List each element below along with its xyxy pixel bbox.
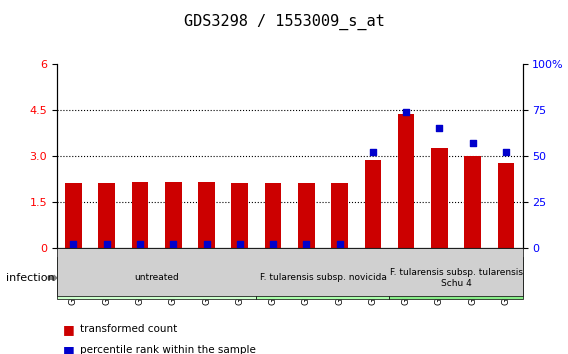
Bar <box>231 183 248 248</box>
Text: GDS3298 / 1553009_s_at: GDS3298 / 1553009_s_at <box>183 14 385 30</box>
Text: untreated: untreated <box>134 273 179 282</box>
Point <box>102 241 111 247</box>
Text: infection: infection <box>6 273 55 283</box>
Point <box>402 109 411 114</box>
Bar <box>464 156 481 248</box>
Text: F. tularensis subsp. tularensis
Schu 4: F. tularensis subsp. tularensis Schu 4 <box>390 268 523 287</box>
Bar <box>165 182 182 248</box>
Point <box>302 241 311 247</box>
Point <box>335 241 344 247</box>
Point <box>368 149 377 155</box>
Bar <box>498 164 514 248</box>
Bar <box>132 182 148 248</box>
Bar <box>365 160 381 248</box>
Text: ■: ■ <box>62 323 74 336</box>
Text: ■: ■ <box>62 344 74 354</box>
Point <box>435 125 444 131</box>
Bar <box>331 183 348 248</box>
Point <box>468 140 477 146</box>
Bar <box>398 114 415 248</box>
Bar <box>431 148 448 248</box>
Point <box>169 241 178 247</box>
Bar <box>198 182 215 248</box>
Text: transformed count: transformed count <box>80 324 177 334</box>
Point <box>269 241 278 247</box>
Text: percentile rank within the sample: percentile rank within the sample <box>80 346 256 354</box>
Text: F. tularensis subsp. novicida: F. tularensis subsp. novicida <box>260 273 386 282</box>
Bar <box>265 183 281 248</box>
Bar <box>98 183 115 248</box>
Point <box>135 241 144 247</box>
Point <box>202 241 211 247</box>
Bar <box>298 183 315 248</box>
Point <box>502 149 511 155</box>
Point <box>235 241 244 247</box>
Bar <box>65 183 82 248</box>
Point <box>69 241 78 247</box>
